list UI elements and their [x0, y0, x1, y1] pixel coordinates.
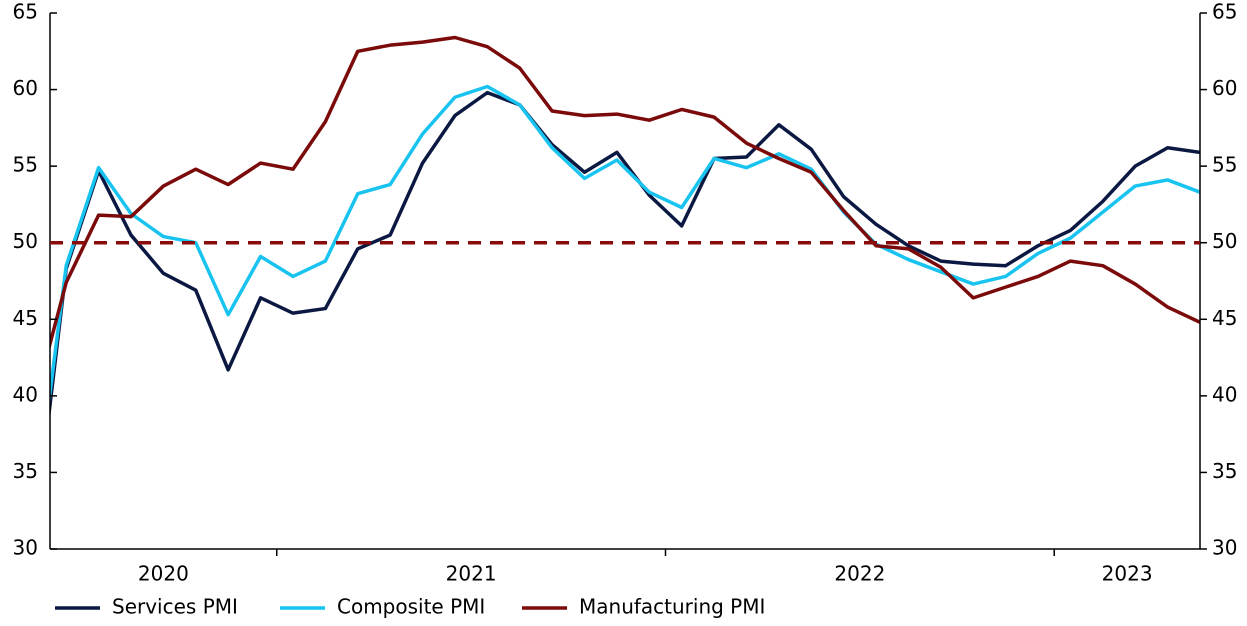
y-tick-label: 60 [13, 76, 38, 100]
y-tick-label: 45 [13, 306, 38, 330]
y2-tick-label: 60 [1212, 76, 1237, 100]
x-tick-label: 2021 [446, 562, 497, 586]
y2-tick-label: 30 [1212, 536, 1237, 560]
y2-tick-label: 55 [1212, 153, 1237, 177]
legend-label: Composite PMI [337, 595, 485, 619]
legend-label: Services PMI [112, 595, 238, 619]
series-line [50, 90, 1200, 420]
series-line [50, 84, 1200, 407]
y2-tick-label: 45 [1212, 306, 1237, 330]
y-tick-label: 50 [13, 229, 38, 253]
y2-tick-label: 50 [1212, 229, 1237, 253]
series-line [50, 35, 1200, 351]
y-tick-label: 30 [13, 536, 38, 560]
x-tick-label: 2022 [834, 562, 885, 586]
x-tick-label: 2020 [138, 562, 189, 586]
y-tick-label: 65 [13, 0, 38, 24]
y2-tick-label: 65 [1212, 0, 1237, 24]
y2-tick-label: 35 [1212, 459, 1237, 483]
legend-label: Manufacturing PMI [579, 595, 765, 619]
x-tick-label: 2023 [1102, 562, 1153, 586]
y-tick-label: 55 [13, 153, 38, 177]
y-tick-label: 40 [13, 382, 38, 406]
y2-tick-label: 40 [1212, 382, 1237, 406]
plot-area [50, 35, 1200, 420]
y-tick-label: 35 [13, 459, 38, 483]
